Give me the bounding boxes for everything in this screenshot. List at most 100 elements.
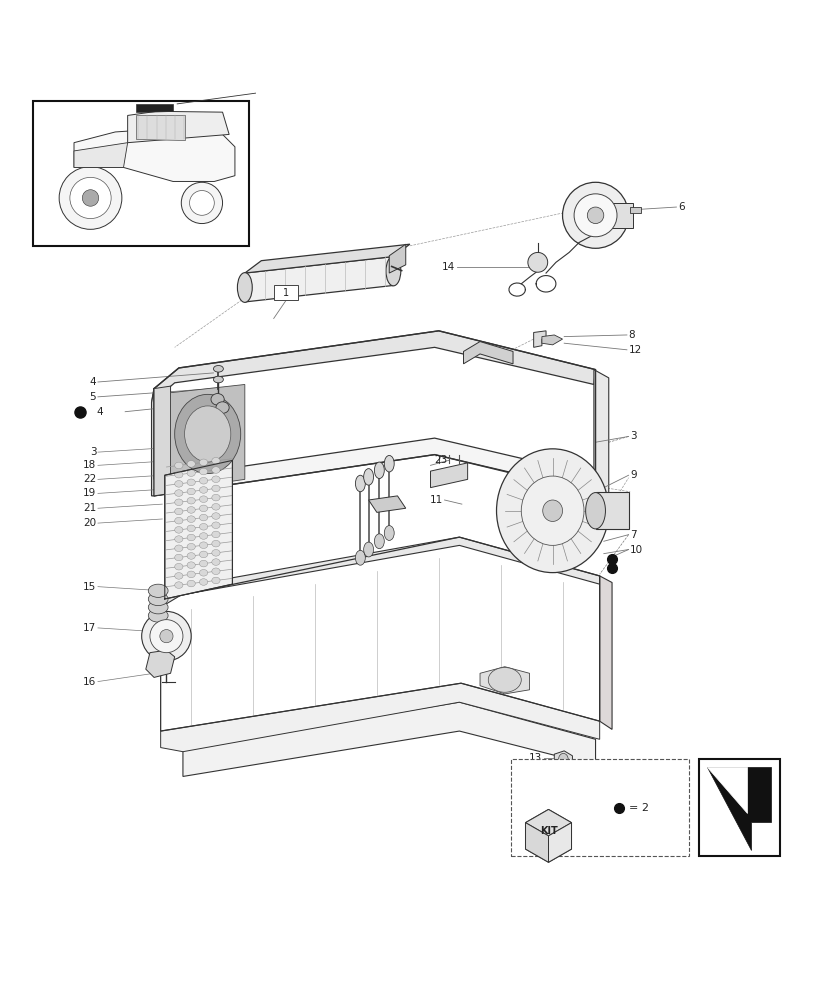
Polygon shape <box>480 667 529 694</box>
Ellipse shape <box>187 497 195 504</box>
Ellipse shape <box>141 611 191 661</box>
Text: KIT: KIT <box>539 826 557 836</box>
Polygon shape <box>245 244 409 273</box>
Polygon shape <box>160 537 599 607</box>
Text: 3: 3 <box>89 447 96 457</box>
Ellipse shape <box>199 496 208 502</box>
Text: 6: 6 <box>677 202 684 212</box>
Ellipse shape <box>148 584 168 597</box>
Ellipse shape <box>187 461 195 467</box>
Ellipse shape <box>212 559 220 565</box>
Ellipse shape <box>199 579 208 585</box>
Bar <box>33 101 249 246</box>
Bar <box>698 759 779 856</box>
Text: 13: 13 <box>528 753 541 763</box>
Ellipse shape <box>187 562 195 568</box>
Ellipse shape <box>385 256 400 286</box>
Text: 8: 8 <box>628 330 634 340</box>
Text: 4: 4 <box>89 377 96 387</box>
Polygon shape <box>151 331 595 403</box>
Ellipse shape <box>160 630 173 643</box>
Ellipse shape <box>521 476 583 545</box>
Polygon shape <box>74 130 235 181</box>
Polygon shape <box>541 335 562 345</box>
Ellipse shape <box>199 487 208 493</box>
Ellipse shape <box>148 609 168 622</box>
Polygon shape <box>706 767 746 813</box>
Ellipse shape <box>528 252 547 272</box>
Ellipse shape <box>212 568 220 575</box>
Ellipse shape <box>148 592 168 606</box>
Polygon shape <box>430 463 467 488</box>
Ellipse shape <box>174 545 183 552</box>
Ellipse shape <box>212 550 220 556</box>
Ellipse shape <box>199 468 208 475</box>
Polygon shape <box>525 809 571 836</box>
Ellipse shape <box>212 476 220 483</box>
Polygon shape <box>146 650 174 677</box>
Ellipse shape <box>187 507 195 513</box>
Ellipse shape <box>82 190 98 206</box>
Polygon shape <box>553 751 571 769</box>
Polygon shape <box>74 143 127 167</box>
Ellipse shape <box>187 488 195 495</box>
Ellipse shape <box>355 550 365 565</box>
Ellipse shape <box>187 571 195 578</box>
Ellipse shape <box>211 394 224 405</box>
Ellipse shape <box>187 516 195 522</box>
Ellipse shape <box>59 167 122 229</box>
Text: 16: 16 <box>83 677 96 687</box>
Ellipse shape <box>212 485 220 492</box>
Polygon shape <box>525 823 547 862</box>
Ellipse shape <box>174 471 183 478</box>
Polygon shape <box>595 492 628 529</box>
Ellipse shape <box>199 570 208 576</box>
Ellipse shape <box>174 481 183 487</box>
Ellipse shape <box>212 494 220 501</box>
Ellipse shape <box>174 462 183 469</box>
Ellipse shape <box>212 513 220 519</box>
Ellipse shape <box>199 514 208 521</box>
Polygon shape <box>525 809 571 862</box>
Polygon shape <box>389 244 405 273</box>
Ellipse shape <box>174 508 183 515</box>
Ellipse shape <box>148 601 168 614</box>
Ellipse shape <box>199 551 208 558</box>
Ellipse shape <box>212 522 220 529</box>
Text: 5: 5 <box>89 392 96 402</box>
Polygon shape <box>151 389 593 496</box>
Polygon shape <box>160 683 599 752</box>
Text: 11: 11 <box>429 495 442 505</box>
Ellipse shape <box>374 534 384 549</box>
Text: = 2: = 2 <box>628 803 648 813</box>
Ellipse shape <box>174 490 183 496</box>
Ellipse shape <box>199 523 208 530</box>
Ellipse shape <box>184 406 231 462</box>
Ellipse shape <box>212 577 220 584</box>
Text: 20: 20 <box>83 518 96 528</box>
Bar <box>274 285 298 300</box>
Ellipse shape <box>199 560 208 567</box>
Polygon shape <box>170 384 245 490</box>
Ellipse shape <box>586 207 603 224</box>
Ellipse shape <box>585 493 605 529</box>
Ellipse shape <box>573 194 616 237</box>
Polygon shape <box>599 576 611 729</box>
Ellipse shape <box>199 542 208 548</box>
Text: 22: 22 <box>83 474 96 484</box>
Ellipse shape <box>174 536 183 542</box>
Ellipse shape <box>363 542 373 557</box>
Ellipse shape <box>199 505 208 512</box>
Ellipse shape <box>187 543 195 550</box>
Text: 12: 12 <box>628 345 641 355</box>
Ellipse shape <box>174 394 241 474</box>
Ellipse shape <box>199 477 208 484</box>
Ellipse shape <box>212 531 220 538</box>
Ellipse shape <box>187 534 195 541</box>
Ellipse shape <box>363 469 373 485</box>
Ellipse shape <box>212 504 220 510</box>
Polygon shape <box>463 342 513 364</box>
Ellipse shape <box>199 459 208 466</box>
Ellipse shape <box>174 582 183 588</box>
Polygon shape <box>136 104 173 112</box>
